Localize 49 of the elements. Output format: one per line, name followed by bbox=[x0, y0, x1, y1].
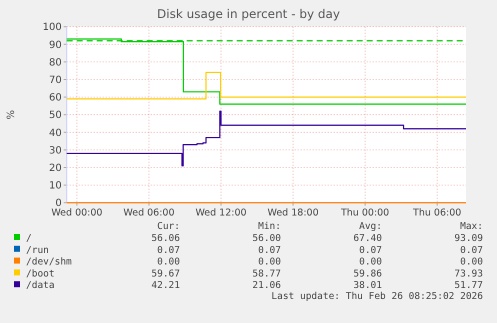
y-tick-label: 100 bbox=[42, 22, 62, 34]
legend-label: / bbox=[26, 233, 32, 244]
x-tick-label: Wed 06:00 bbox=[123, 208, 175, 219]
text: Cur: bbox=[157, 221, 180, 232]
y-tick-label: 60 bbox=[48, 92, 62, 104]
text: 0.00 bbox=[258, 256, 282, 268]
text: 0.07 bbox=[258, 244, 281, 256]
x-tick-label: Wed 18:00 bbox=[268, 208, 319, 219]
y-axis-title: % bbox=[6, 110, 17, 120]
legend-label: /run bbox=[26, 244, 49, 256]
text: 56.06 bbox=[151, 233, 180, 244]
text: 0.00 bbox=[460, 256, 484, 268]
text: 42.21 bbox=[151, 280, 180, 292]
text: 0.07 bbox=[157, 244, 180, 256]
text: 51.77 bbox=[454, 280, 483, 292]
x-tick-label: Thu 00:00 bbox=[340, 208, 390, 219]
text: 0.07 bbox=[359, 244, 382, 256]
y-tick-label: 10 bbox=[48, 180, 62, 192]
text: 0.00 bbox=[359, 256, 382, 268]
y-tick-label: 80 bbox=[48, 57, 62, 68]
text: 59.67 bbox=[151, 268, 180, 280]
y-tick-label: 20 bbox=[48, 163, 62, 174]
text: 21.06 bbox=[252, 280, 282, 292]
legend-label: /boot bbox=[26, 268, 55, 280]
y-tick-label: 0 bbox=[55, 198, 62, 210]
text: 73.93 bbox=[454, 268, 483, 280]
text: Max: bbox=[460, 221, 483, 232]
text: Last update: Thu Feb 26 08:25:02 2026 bbox=[271, 291, 484, 302]
text: 0.07 bbox=[460, 244, 483, 256]
y-tick-label: 50 bbox=[48, 110, 62, 122]
text: 59.86 bbox=[353, 268, 382, 280]
x-tick-label: Wed 00:00 bbox=[51, 208, 102, 219]
y-tick-label: 70 bbox=[48, 75, 62, 86]
text: 93.09 bbox=[454, 233, 484, 244]
x-tick-label: Wed 12:00 bbox=[195, 208, 247, 219]
text: 38.01 bbox=[353, 280, 382, 292]
y-tick-label: 90 bbox=[48, 40, 62, 51]
x-tick-label: Thu 06:00 bbox=[412, 208, 462, 219]
legend-label: /dev/shm bbox=[26, 256, 72, 268]
legend-label: /data bbox=[26, 280, 55, 292]
text: 67.40 bbox=[353, 233, 382, 244]
text: Min: bbox=[258, 221, 281, 232]
y-tick-label: 40 bbox=[48, 128, 62, 139]
chart-title: Disk usage in percent - by day bbox=[157, 7, 340, 21]
y-tick-label: 30 bbox=[48, 145, 62, 156]
text: 58.77 bbox=[252, 268, 281, 280]
text: Avg: bbox=[359, 221, 382, 232]
text: 0.00 bbox=[157, 256, 180, 268]
text: 56.00 bbox=[252, 233, 282, 244]
